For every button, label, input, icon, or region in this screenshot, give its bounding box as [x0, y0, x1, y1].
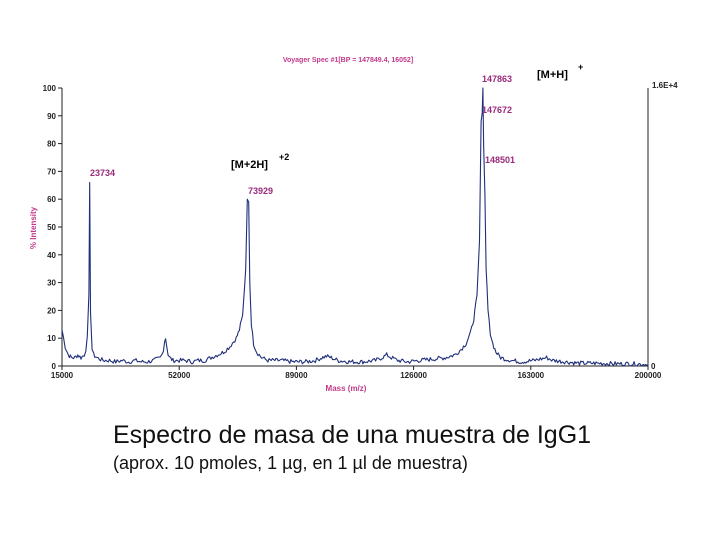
x-tick-label: 89000	[285, 371, 308, 380]
y-tick-label: 90	[47, 112, 56, 121]
x-tick-label: 126000	[400, 371, 427, 380]
peak-label-23734: 23734	[90, 168, 115, 178]
x-tick-label: 52000	[168, 371, 191, 380]
peak-label-148501: 148501	[485, 155, 515, 165]
axes	[61, 88, 649, 367]
y-tick-label: 50	[47, 223, 56, 232]
y-tick-label: 40	[47, 251, 56, 260]
x-tick-label: 15000	[51, 371, 74, 380]
y-tick-label: 60	[47, 195, 56, 204]
x-axis-title: Mass (m/z)	[326, 384, 367, 393]
caption-title: Espectro de masa de una muestra de IgG1	[113, 421, 592, 449]
caption-subtitle: (aprox. 10 pmoles, 1 µg, en 1 µl de mues…	[113, 453, 468, 473]
y-axis-title: % Intensity	[29, 206, 38, 249]
peak-label-147672: 147672	[482, 105, 512, 115]
y-tick-label: 0	[52, 362, 57, 371]
chart-title: Voyager Spec #1[BP = 147849.4, 16052]	[283, 57, 413, 64]
peak-label-147863: 147863	[482, 74, 512, 84]
mass-spectrum-chart: Voyager Spec #1[BP = 147849.4, 16052] 01…	[29, 57, 678, 393]
y-tick-label: 20	[47, 306, 56, 315]
y-tick-label: 30	[47, 279, 56, 288]
annotation-mh: [M+H]	[537, 69, 568, 81]
spectrum-trace	[61, 87, 649, 367]
y-tick-label: 100	[43, 84, 57, 93]
x-tick-label: 200000	[635, 371, 662, 380]
x-ticks: 15000 52000 89000 126000 163000 200000	[51, 366, 662, 380]
x-tick-label: 163000	[517, 371, 544, 380]
right-axis-top-label: 1.6E+4	[652, 81, 678, 90]
y-ticks: 0 10 20 30 40 50 60 70 80 90 100	[43, 84, 62, 371]
y-tick-label: 80	[47, 140, 56, 149]
peak-label-73929: 73929	[248, 186, 273, 196]
y-tick-label: 10	[47, 334, 56, 343]
right-axis-bottom-label: 0	[651, 362, 656, 371]
annotation-mh-charge: +	[578, 62, 583, 72]
annotation-m2h-charge: +2	[279, 152, 289, 162]
y-tick-label: 70	[47, 167, 56, 176]
annotation-m2h: [M+2H]	[231, 159, 268, 171]
